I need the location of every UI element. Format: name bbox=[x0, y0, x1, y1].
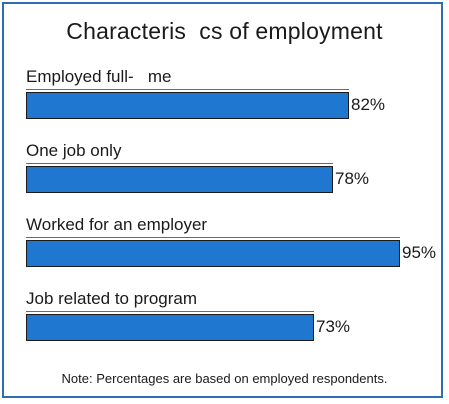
bar-chart: Employed full- me 82% One job only 78% Worke… bbox=[4, 4, 445, 400]
value-label: 73% bbox=[316, 317, 351, 336]
category-rule bbox=[26, 89, 349, 90]
category-label: Employed full- me bbox=[26, 67, 172, 86]
category-rule bbox=[26, 163, 333, 164]
bar bbox=[26, 240, 400, 267]
bar bbox=[26, 314, 314, 341]
category-label: One job only bbox=[26, 141, 122, 160]
value-label: 78% bbox=[335, 169, 370, 188]
category-rule bbox=[26, 311, 314, 312]
chart-note: Note: Percentages are based on employed … bbox=[61, 371, 388, 386]
bar bbox=[26, 92, 349, 119]
value-label: 82% bbox=[351, 95, 386, 114]
value-label: 95% bbox=[402, 243, 437, 262]
category-rule bbox=[26, 237, 400, 238]
category-label: Worked for an employer bbox=[26, 215, 208, 234]
bar bbox=[26, 166, 333, 193]
category-label: Job related to program bbox=[26, 289, 198, 308]
chart-frame: Characteris cs of employment Employed fu… bbox=[2, 2, 443, 398]
chart-title: Characteris cs of employment bbox=[66, 18, 383, 44]
